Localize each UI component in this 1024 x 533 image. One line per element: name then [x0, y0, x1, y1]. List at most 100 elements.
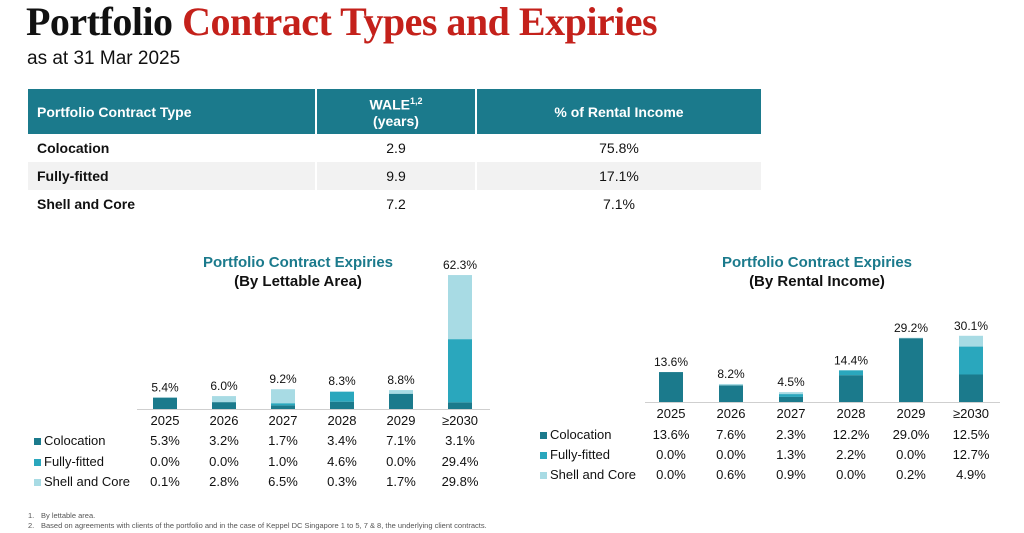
table-row: Fully-fitted 9.9 17.1% [28, 162, 761, 190]
area-data-label: 5.3% [150, 433, 180, 448]
chart-title-area-sub: (By Lettable Area) [234, 273, 362, 290]
area-legend-label: Shell and Core [44, 474, 130, 489]
area-total-label: 62.3% [443, 258, 477, 272]
row-type: Fully-fitted [28, 162, 316, 190]
area-bar-shell-and-core [448, 275, 472, 340]
header-wale: WALE1,2 (years) [315, 89, 476, 134]
footnote-1-text: By lettable area. [41, 511, 96, 520]
row-wale: 9.9 [315, 162, 476, 190]
income-data-label: 12.7% [953, 447, 990, 462]
page-subtitle: as at 31 Mar 2025 [27, 48, 181, 69]
income-legend-label: Colocation [550, 427, 611, 442]
row-wale: 2.9 [315, 134, 476, 162]
income-bar-colocation [779, 396, 803, 402]
title-portfolio: Portfolio [26, 0, 173, 44]
income-category-label: 2028 [837, 406, 866, 421]
footnote-1: 1. By lettable area. [28, 511, 487, 521]
income-data-label: 29.0% [893, 427, 930, 442]
area-data-label: 1.7% [268, 433, 298, 448]
income-category-label: 2027 [777, 406, 806, 421]
income-data-label: 7.6% [716, 427, 746, 442]
income-data-label: 2.2% [836, 447, 866, 462]
income-bar-shell-and-core [779, 392, 803, 395]
area-data-label: 6.5% [268, 474, 298, 489]
income-bar-colocation [839, 375, 863, 402]
area-data-label: 1.7% [386, 474, 416, 489]
row-type: Shell and Core [37, 196, 136, 212]
income-data-label: 0.0% [656, 447, 686, 462]
footnote-1-num: 1. [28, 511, 35, 520]
area-data-label: 3.2% [209, 433, 239, 448]
income-total-label: 13.6% [654, 355, 688, 369]
income-total-label: 14.4% [834, 353, 868, 367]
income-data-label: 0.0% [656, 467, 686, 482]
income-total-label: 30.1% [954, 319, 988, 333]
chart-title-income-sub: (By Rental Income) [749, 273, 885, 290]
area-data-label: 0.0% [386, 454, 416, 469]
area-data-label: 4.6% [327, 454, 357, 469]
header-contract-type: Portfolio Contract Type [28, 89, 316, 134]
income-legend-label: Shell and Core [550, 467, 636, 482]
income-bar-colocation [959, 374, 983, 402]
area-bar-fully-fitted [330, 391, 354, 402]
area-legend-swatch [34, 438, 41, 445]
income-total-label: 29.2% [894, 321, 928, 335]
income-category-label: 2026 [717, 406, 746, 421]
header-wale-label: WALE [369, 96, 410, 113]
row-wale: 7.2 [315, 190, 476, 218]
area-legend-swatch [34, 479, 41, 486]
area-total-label: 8.3% [328, 374, 356, 388]
income-data-label: 1.3% [776, 447, 806, 462]
income-legend-swatch [540, 472, 547, 479]
contract-type-table: Portfolio Contract Type WALE1,2 (years) … [28, 89, 761, 218]
income-legend-swatch [540, 432, 547, 439]
income-bar-shell-and-core [719, 383, 743, 386]
area-bar-shell-and-core [330, 391, 354, 392]
income-bar-colocation [659, 372, 683, 402]
area-data-label: 0.1% [150, 474, 180, 489]
area-data-label: 0.0% [150, 454, 180, 469]
income-bar-colocation [719, 385, 743, 402]
income-data-label: 13.6% [653, 427, 690, 442]
area-bar-fully-fitted [271, 403, 295, 406]
area-data-label: 29.4% [442, 454, 479, 469]
chart-title-income: Portfolio Contract Expiries (By Rental I… [697, 253, 937, 291]
title-contract-types: Contract Types and Expiries [182, 0, 658, 44]
row-rental: 17.1% [475, 162, 761, 190]
row-rental: 7.1% [475, 190, 761, 218]
row-type: Colocation [37, 140, 110, 156]
footnotes: 1. By lettable area. 2. Based on agreement… [28, 511, 487, 531]
area-data-label: 3.1% [445, 433, 475, 448]
income-total-label: 4.5% [777, 375, 805, 389]
income-bar-fully-fitted [959, 346, 983, 375]
area-bar-shell-and-core [389, 390, 413, 394]
income-data-label: 0.2% [896, 467, 926, 482]
income-category-label: ≥2030 [953, 406, 989, 421]
income-total-label: 8.2% [717, 367, 745, 381]
row-rental: 75.8% [475, 134, 761, 162]
chart-title-income-main: Portfolio Contract Expiries [721, 254, 913, 271]
area-total-label: 5.4% [151, 380, 179, 394]
area-bar-colocation [330, 401, 354, 409]
area-data-label: 3.4% [327, 433, 357, 448]
income-category-label: 2029 [897, 406, 926, 421]
header-wale-footnote: 1,2 [409, 95, 423, 106]
area-legend-label: Fully-fitted [44, 454, 104, 469]
area-category-label: 2028 [328, 413, 357, 428]
income-category-label: 2025 [657, 406, 686, 421]
income-data-label: 0.0% [716, 447, 746, 462]
area-bar-colocation [271, 405, 295, 409]
chart-title-area: Portfolio Contract Expiries (By Lettable… [178, 253, 418, 291]
area-data-label: 0.3% [327, 474, 357, 489]
chart-title-area-main: Portfolio Contract Expiries [202, 254, 394, 271]
income-bar-colocation [899, 338, 923, 402]
income-bar-fully-fitted [779, 394, 803, 397]
income-bar-fully-fitted [839, 370, 863, 376]
income-data-label: 0.9% [776, 467, 806, 482]
area-data-label: 29.8% [442, 474, 479, 489]
area-data-label: 1.0% [268, 454, 298, 469]
income-data-label: 0.0% [896, 447, 926, 462]
footnote-2: 2. Based on agreements with clients of th… [28, 521, 487, 531]
area-category-label: 2025 [151, 413, 180, 428]
